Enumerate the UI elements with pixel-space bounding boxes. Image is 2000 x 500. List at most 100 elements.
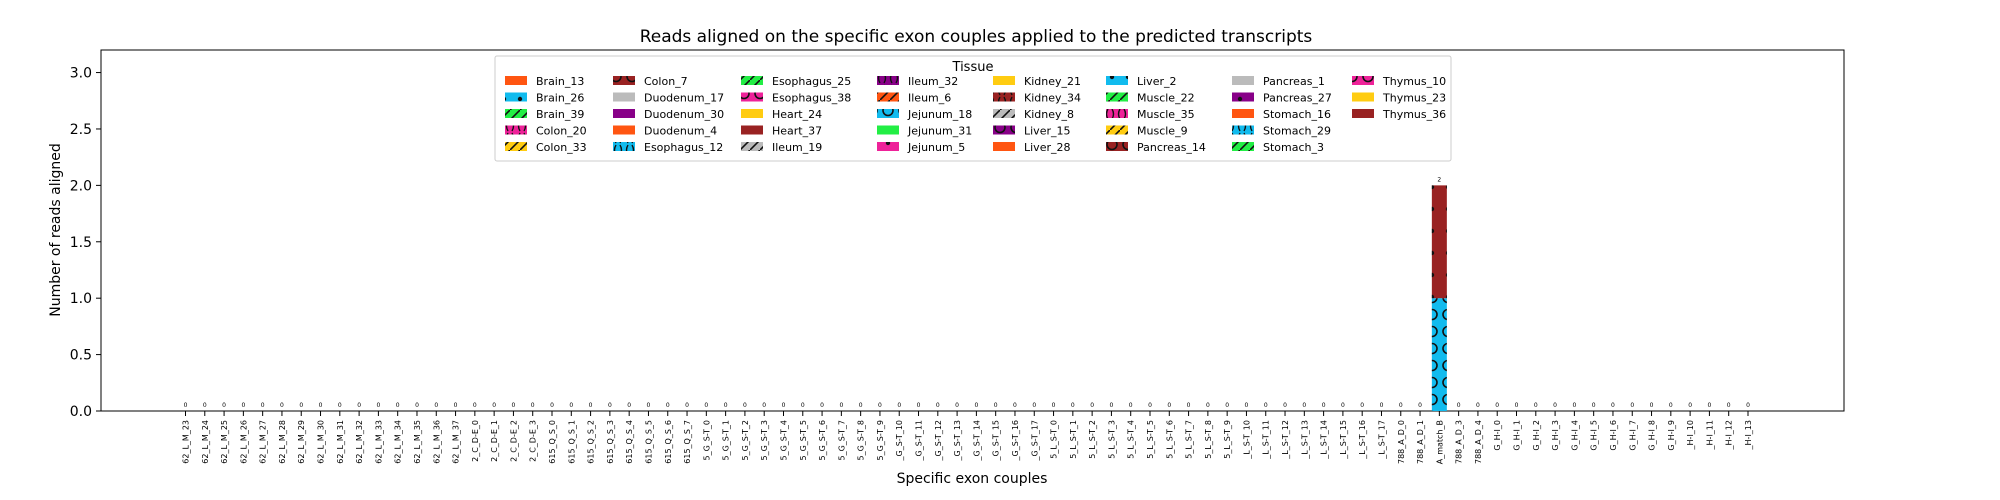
bar-total-label: 0 — [280, 402, 284, 409]
bar-total-label: 0 — [1495, 402, 1499, 409]
legend-label: Duodenum_4 — [644, 125, 717, 138]
x-tick-label: G_H-I_9 — [1667, 420, 1676, 451]
x-tick-label: 5_L_S-T_7 — [1185, 420, 1194, 459]
legend-swatch — [1352, 92, 1374, 102]
bar-total-label: 0 — [1052, 402, 1056, 409]
legend-label: Ileum_32 — [908, 75, 958, 88]
x-tick-label: G_H-I_8 — [1648, 420, 1657, 451]
x-tick-label: 5_L_S-T_1 — [1069, 420, 1078, 459]
bar-total-label: 0 — [1110, 402, 1114, 409]
legend-entry: Duodenum_17 — [613, 92, 724, 105]
x-tick-label: 615_Q_S_7 — [683, 420, 692, 464]
legend-label: Muscle_9 — [1137, 125, 1188, 138]
x-tick-label: _L_S-T_12 — [1281, 420, 1290, 460]
legend-entry: Jejunum_18 — [877, 108, 972, 121]
legend-label: Brain_39 — [536, 108, 584, 121]
bar-total-label: 0 — [859, 402, 863, 409]
bar-total-label: 0 — [1341, 402, 1345, 409]
legend-label: Kidney_21 — [1024, 75, 1081, 88]
bar-total-label: 0 — [1187, 402, 1191, 409]
x-tick-label: 615_Q_S_5 — [644, 420, 653, 464]
x-tick-label: 615_Q_S_0 — [548, 420, 557, 464]
bar-total-label: 0 — [1727, 402, 1731, 409]
legend-swatch-hatch — [505, 109, 527, 118]
bar-total-label: 2 — [1437, 176, 1441, 183]
bar-segment-hatch — [1431, 298, 1447, 411]
bar-total-label: 0 — [569, 402, 573, 409]
legend-entry: Stomach_29 — [1232, 125, 1331, 138]
bar-total-label: 0 — [1380, 402, 1384, 409]
x-tick-label: 62_L_M_25 — [220, 420, 229, 464]
legend-entry: Kidney_21 — [993, 75, 1081, 88]
legend-title: Tissue — [952, 60, 994, 75]
bar-total-label: 0 — [1650, 402, 1654, 409]
x-tick-label: 5_G_S-T_0 — [702, 420, 711, 461]
legend-swatch-hatch — [877, 76, 899, 85]
bar-total-label: 0 — [1515, 402, 1519, 409]
legend-swatch-hatch — [877, 92, 899, 102]
x-tick-label: _G_S-T_12 — [934, 420, 943, 462]
bar-total-label: 0 — [1476, 402, 1480, 409]
legend-entry: Stomach_3 — [1232, 141, 1324, 154]
legend-swatch-hatch — [505, 142, 527, 151]
y-tick-label: 3.0 — [70, 66, 92, 82]
bar-total-label: 0 — [1071, 402, 1075, 409]
x-tick-label: 5_L_S-T_4 — [1127, 420, 1136, 459]
x-tick-label: 5_G_S-T_8 — [857, 420, 866, 461]
x-tick-label: 5_G_S-T_5 — [799, 420, 808, 461]
legend-entry: Kidney_8 — [993, 108, 1074, 121]
x-tick-label: 5_G_S-T_1 — [722, 420, 731, 461]
legend: Tissue Brain_13 Brain_26 Brain_39 Colon_20 C… — [494, 55, 1452, 162]
legend-label: Jejunum_5 — [907, 141, 965, 154]
legend-swatch — [741, 109, 763, 118]
x-tick-label: 62_L_M_35 — [413, 420, 422, 464]
legend-label: Muscle_35 — [1137, 108, 1195, 121]
bar-total-label: 0 — [1129, 402, 1133, 409]
legend-label: Ileum_6 — [908, 92, 951, 105]
bar-total-label: 0 — [1457, 402, 1461, 409]
legend-swatch-hatch — [1106, 142, 1128, 151]
bar-total-label: 0 — [724, 402, 728, 409]
x-tick-label: G_H-I_0 — [1493, 420, 1502, 451]
x-tick-label: G_H-I_4 — [1570, 420, 1579, 451]
x-tick-label: _G_S-T_14 — [972, 420, 981, 462]
x-axis: 62_L_M_23 62_L_M_24 62_L_M_25 62_L_M_26 62_L… — [182, 411, 1753, 464]
legend-entry: Muscle_9 — [1106, 125, 1188, 138]
bar-total-label: 0 — [1264, 402, 1268, 409]
x-tick-label: _L_S-T_15 — [1339, 420, 1348, 460]
x-tick-label: _L_S-T_11 — [1262, 420, 1271, 460]
legend-swatch-hatch — [993, 109, 1015, 118]
x-tick-label: 62_L_M_23 — [182, 420, 191, 464]
x-tick-label: _G_S-T_15 — [992, 420, 1001, 462]
x-tick-label: 62_L_M_37 — [452, 420, 461, 464]
bar-total-label: 0 — [839, 402, 843, 409]
legend-label: Duodenum_30 — [644, 108, 724, 121]
legend-entry: Duodenum_4 — [613, 125, 717, 138]
x-tick-label: 62_L_M_30 — [317, 420, 326, 464]
legend-swatch — [1232, 109, 1254, 118]
x-tick-label: 788_A_D_0 — [1397, 420, 1406, 464]
x-tick-label: _G_S-T_16 — [1011, 420, 1020, 462]
x-tick-label: 62_L_M_31 — [336, 420, 345, 464]
bar-total-label: 0 — [1167, 402, 1171, 409]
x-tick-label: 5_G_S-T_3 — [760, 420, 769, 461]
legend-swatch-hatch — [1232, 92, 1254, 102]
legend-label: Pancreas_14 — [1137, 141, 1206, 154]
x-axis-label: Specific exon couples — [897, 471, 1048, 487]
legend-swatch-hatch — [1232, 142, 1254, 151]
x-tick-label: _L_S-T_10 — [1242, 420, 1251, 460]
x-tick-label: 5_G_S-T_4 — [779, 420, 788, 461]
bar-total-label: 0 — [1418, 402, 1422, 409]
bar-total-label: 0 — [1245, 402, 1249, 409]
x-tick-label: 5_L_S-T_9 — [1223, 420, 1232, 459]
legend-label: Esophagus_38 — [772, 92, 851, 105]
legend-swatch-hatch — [1106, 109, 1128, 118]
legend-swatch-hatch — [741, 125, 763, 135]
legend-label: Esophagus_12 — [644, 141, 723, 154]
legend-label: Jejunum_18 — [907, 108, 972, 121]
bar-total-label: 0 — [261, 402, 265, 409]
x-tick-label: G_H-I_7 — [1628, 420, 1637, 451]
bar-total-label: 0 — [1553, 402, 1557, 409]
legend-label: Esophagus_25 — [772, 75, 851, 88]
bar-total-label: 0 — [319, 402, 323, 409]
